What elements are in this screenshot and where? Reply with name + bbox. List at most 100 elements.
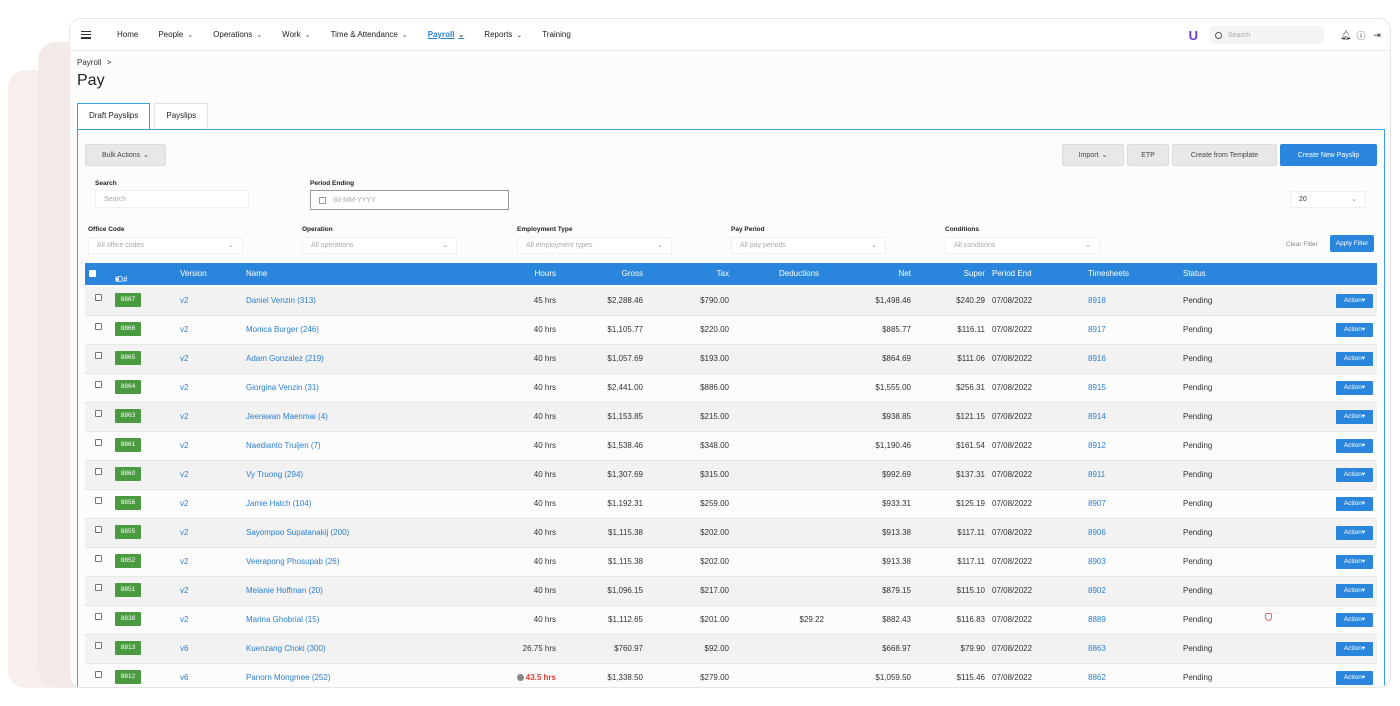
employee-name-link[interactable]: Panorn Mongmee (252): [246, 673, 331, 682]
version-link[interactable]: v6: [180, 673, 189, 682]
row-checkbox[interactable]: [95, 468, 102, 475]
payslip-id-badge[interactable]: 8864: [115, 380, 141, 394]
version-link[interactable]: v2: [180, 441, 189, 450]
row-checkbox[interactable]: [95, 642, 102, 649]
employee-name-link[interactable]: Giorgina Venzin (31): [246, 383, 319, 392]
row-action-button[interactable]: Action▾: [1336, 584, 1373, 598]
hamburger-menu-icon[interactable]: [81, 30, 91, 39]
employee-name-link[interactable]: Daniel Venzin (313): [246, 296, 316, 305]
employee-name-link[interactable]: Melanie Hoffman (20): [246, 586, 323, 595]
nav-item-people[interactable]: People ⌄: [158, 30, 193, 39]
nav-item-payroll[interactable]: Payroll ⌄: [428, 30, 465, 39]
employee-name-link[interactable]: Sayompoo Supatanakij (200): [246, 528, 350, 537]
row-checkbox[interactable]: [95, 671, 102, 678]
row-checkbox[interactable]: [95, 497, 102, 504]
row-action-button[interactable]: Action▾: [1336, 323, 1373, 337]
operation-select[interactable]: All operations ⌄: [302, 237, 457, 254]
timesheet-link[interactable]: 8915: [1088, 383, 1106, 392]
version-link[interactable]: v2: [180, 586, 189, 595]
payslip-id-badge[interactable]: 8812: [115, 670, 141, 684]
payslip-id-badge[interactable]: 8856: [115, 496, 141, 510]
payslip-id-badge[interactable]: 8861: [115, 438, 141, 452]
payslip-id-badge[interactable]: 8851: [115, 583, 141, 597]
row-checkbox[interactable]: [95, 555, 102, 562]
payslip-id-badge[interactable]: 8855: [115, 525, 141, 539]
period-ending-input[interactable]: dd-MM-YYYY: [310, 190, 509, 210]
clear-filter-button[interactable]: Clear Filter: [1286, 241, 1318, 248]
version-link[interactable]: v2: [180, 615, 189, 624]
row-checkbox[interactable]: [95, 323, 102, 330]
conditions-select[interactable]: All conditions ⌄: [945, 237, 1100, 254]
nav-item-operations[interactable]: Operations ⌄: [213, 30, 262, 39]
row-checkbox[interactable]: [95, 410, 102, 417]
row-checkbox[interactable]: [95, 613, 102, 620]
employee-name-link[interactable]: Kuenzang Choki (300): [246, 644, 326, 653]
version-link[interactable]: v2: [180, 383, 189, 392]
timesheet-link[interactable]: 8918: [1088, 296, 1106, 305]
global-search-input[interactable]: Search: [1210, 26, 1324, 44]
row-action-button[interactable]: Action▾: [1336, 439, 1373, 453]
payslip-id-badge[interactable]: 8852: [115, 554, 141, 568]
row-action-button[interactable]: Action▾: [1336, 671, 1373, 685]
breadcrumb-payroll[interactable]: Payroll: [77, 58, 102, 67]
employee-name-link[interactable]: Marina Ghobrial (15): [246, 615, 320, 624]
employee-name-link[interactable]: Jeerawan Maenmai (4): [246, 412, 328, 421]
apply-filter-button[interactable]: Apply Filter: [1330, 235, 1374, 252]
version-link[interactable]: v2: [180, 325, 189, 334]
etp-button[interactable]: ETP: [1127, 144, 1169, 166]
employee-name-link[interactable]: Monica Burger (246): [246, 325, 319, 334]
row-action-button[interactable]: Action▾: [1336, 410, 1373, 424]
payslip-id-badge[interactable]: 8866: [115, 322, 141, 336]
version-link[interactable]: v2: [180, 412, 189, 421]
page-size-select[interactable]: 20 ⌄: [1290, 191, 1366, 208]
employee-name-link[interactable]: Veerapong Phosupab (26): [246, 557, 340, 566]
row-action-button[interactable]: Action▾: [1336, 497, 1373, 511]
payslip-id-badge[interactable]: 8867: [115, 293, 141, 307]
import-button[interactable]: Import ⌄: [1062, 144, 1124, 166]
employee-name-link[interactable]: Adam Gonzalez (219): [246, 354, 324, 363]
nav-item-work[interactable]: Work ⌄: [282, 30, 310, 39]
row-checkbox[interactable]: [95, 352, 102, 359]
timesheet-link[interactable]: 8911: [1088, 470, 1106, 479]
timesheet-link[interactable]: 8914: [1088, 412, 1106, 421]
timesheet-link[interactable]: 8889: [1088, 615, 1106, 624]
create-new-payslip-button[interactable]: Create New Payslip: [1280, 144, 1377, 166]
timesheet-link[interactable]: 8917: [1088, 325, 1106, 334]
payslip-id-badge[interactable]: 8860: [115, 467, 141, 481]
bulk-actions-button[interactable]: Bulk Actions ⌄: [85, 144, 166, 166]
row-checkbox[interactable]: [95, 294, 102, 301]
employment-type-select[interactable]: All employment types ⌄: [517, 237, 672, 254]
bell-icon[interactable]: 🔔︎: [1340, 29, 1352, 40]
office-code-select[interactable]: All office codes ⌄: [88, 237, 243, 254]
row-action-button[interactable]: Action▾: [1336, 613, 1373, 627]
row-checkbox[interactable]: [95, 526, 102, 533]
row-checkbox[interactable]: [95, 381, 102, 388]
payslip-id-badge[interactable]: 8863: [115, 409, 141, 423]
version-link[interactable]: v2: [180, 470, 189, 479]
timesheet-link[interactable]: 8862: [1088, 673, 1106, 682]
version-link[interactable]: v2: [180, 557, 189, 566]
tab-payslips[interactable]: Payslips: [154, 103, 209, 130]
row-action-button[interactable]: Action▾: [1336, 294, 1373, 308]
row-action-button[interactable]: Action▾: [1336, 381, 1373, 395]
pay-period-select[interactable]: All pay periods ⌄: [731, 237, 886, 254]
tab-draft-payslips[interactable]: Draft Payslips: [77, 103, 151, 130]
select-all-checkbox[interactable]: [89, 270, 96, 277]
timesheet-link[interactable]: 8906: [1088, 528, 1106, 537]
version-link[interactable]: v6: [180, 644, 189, 653]
version-link[interactable]: v2: [180, 499, 189, 508]
row-action-button[interactable]: Action▾: [1336, 526, 1373, 540]
create-from-template-button[interactable]: Create from Template: [1172, 144, 1277, 166]
timesheet-link[interactable]: 8916: [1088, 354, 1106, 363]
payslip-id-badge[interactable]: 8838: [115, 612, 141, 626]
payslip-id-badge[interactable]: 8813: [115, 641, 141, 655]
nav-item-home[interactable]: Home: [117, 30, 138, 39]
help-icon[interactable]: ⓘ: [1356, 30, 1366, 41]
employee-name-link[interactable]: Naedianto Truijen (7): [246, 441, 321, 450]
timesheet-link[interactable]: 8902: [1088, 586, 1106, 595]
version-link[interactable]: v2: [180, 296, 189, 305]
version-link[interactable]: v2: [180, 354, 189, 363]
nav-item-time-attendance[interactable]: Time & Attendance ⌄: [331, 30, 408, 39]
search-input[interactable]: Search: [95, 190, 249, 208]
timesheet-link[interactable]: 8907: [1088, 499, 1106, 508]
